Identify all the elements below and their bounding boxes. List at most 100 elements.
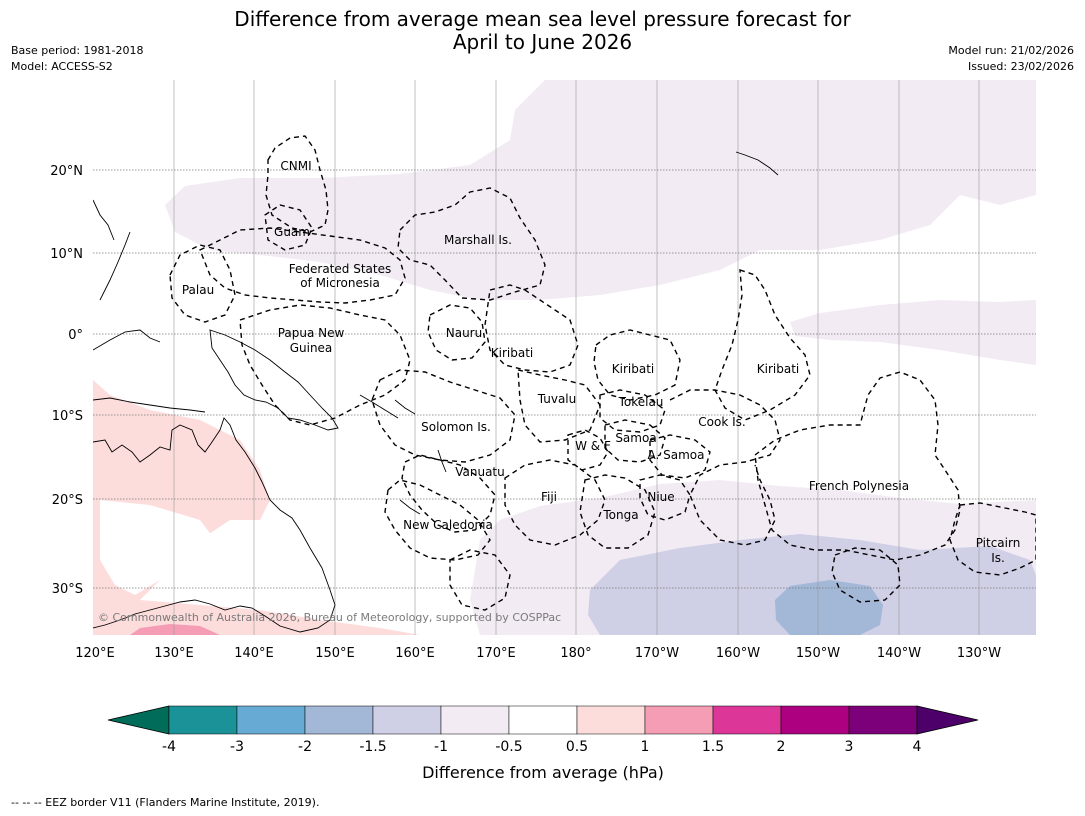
eez-american-samoa — [649, 434, 711, 479]
colorbar-tick: -1 — [434, 739, 448, 755]
lon-label-150w: 150°W — [796, 646, 840, 661]
eez-norfolk — [449, 549, 511, 611]
label-kiribati-central: Kiribati — [612, 362, 654, 376]
label-american-samoa: A. Samoa — [648, 448, 705, 462]
region-labels: CNMI Guam Marshall Is. Federated States … — [182, 159, 1020, 565]
white-hole-australia — [100, 500, 215, 595]
label-kiribati-west: Kiribati — [491, 346, 533, 360]
australia-coast — [93, 417, 336, 633]
eez-french-polynesia-south — [831, 547, 901, 603]
new-caledonia-coast — [399, 499, 421, 515]
copyright-notice: © Commonwealth of Australia 2026, Bureau… — [98, 611, 561, 624]
label-cook: Cook Is. — [698, 415, 745, 429]
label-micronesia-2: of Micronesia — [300, 276, 380, 290]
label-guam: Guam — [274, 225, 310, 239]
colorbar-segment — [712, 705, 782, 735]
eez-tonga — [579, 474, 656, 549]
colorbar-tick: -0.5 — [495, 739, 522, 755]
issued-date: Issued: 23/02/2026 — [967, 60, 1074, 73]
eez-micronesia — [199, 227, 406, 304]
title-line-1: Difference from average mean sea level p… — [234, 7, 851, 31]
coastlines — [93, 151, 779, 633]
label-new-caledonia: New Caledonia — [403, 518, 493, 532]
label-solomon: Solomon Is. — [421, 420, 491, 434]
vanuatu-coast — [437, 449, 447, 473]
colorbar-segment — [236, 705, 306, 735]
colorbar-segment — [508, 705, 578, 735]
colorbar-high-extend — [916, 705, 979, 735]
parallel-lines — [93, 169, 1036, 589]
solomon-islands-coast — [359, 394, 416, 419]
lon-label-180: 180° — [560, 646, 591, 661]
lon-label-140w: 140°W — [877, 646, 921, 661]
model-run: Model run: 21/02/2026 — [948, 44, 1074, 57]
colorbar-segment — [644, 705, 714, 735]
anomaly-blue-south — [775, 580, 883, 635]
colorbar-segment — [440, 705, 510, 735]
label-micronesia-1: Federated States — [289, 262, 391, 276]
label-fiji: Fiji — [541, 490, 557, 504]
colorbar-tick: 2 — [777, 739, 786, 755]
base-period: Base period: 1981-2018 — [11, 44, 144, 57]
colorbar-tick: -1.5 — [359, 739, 386, 755]
lon-label-130e: 130°E — [154, 646, 194, 661]
colorbar-label: Difference from average (hPa) — [422, 763, 664, 782]
lon-label-120e: 120°E — [75, 646, 115, 661]
colorbar-tick: 3 — [845, 739, 854, 755]
eez-legend-note: -- -- -- EEZ border V11 (Flanders Marine… — [11, 796, 320, 809]
label-tonga: Tonga — [602, 508, 638, 522]
anomaly-pink-australia — [93, 380, 420, 635]
label-cnmi: CNMI — [280, 159, 311, 173]
eez-marshall — [397, 187, 546, 301]
eez-tuvalu — [517, 369, 601, 443]
label-french-polynesia: French Polynesia — [809, 479, 909, 493]
label-samoa: Samoa — [615, 431, 656, 445]
title-line-2: April to June 2026 — [452, 30, 633, 54]
label-png-1: Papua New — [278, 326, 345, 340]
eez-cook-islands — [669, 389, 781, 546]
lon-label-170w: 170°W — [635, 646, 679, 661]
colorbar-tick: 0.5 — [566, 739, 588, 755]
new-guinea-coast — [209, 329, 339, 431]
label-nauru: Nauru — [446, 326, 482, 340]
eez-kiribati-west — [484, 284, 579, 373]
eez-png — [239, 304, 411, 426]
meta-right: Model run: 21/02/2026 Issued: 23/02/2026 — [948, 43, 1074, 75]
colorbar-tick: 1 — [641, 739, 650, 755]
anomaly-light-lavender-east — [790, 300, 1036, 365]
label-tokelau: Tokelau — [618, 395, 664, 409]
colorbar-low-extend — [107, 705, 170, 735]
colorbar-tick: -2 — [298, 739, 312, 755]
lat-label-0: 0° — [68, 328, 83, 343]
eez-nauru — [427, 304, 486, 361]
indonesia-coast — [93, 199, 206, 413]
eez-guam — [264, 204, 313, 251]
colorbar-tick: -3 — [230, 739, 244, 755]
label-pitcairn-2: Is. — [991, 551, 1005, 565]
eez-pitcairn — [949, 502, 1036, 576]
colorbar-segment — [372, 705, 442, 735]
label-pitcairn-1: Pitcairn — [976, 536, 1021, 550]
eez-kiribati-central — [593, 329, 681, 401]
label-kiribati-east: Kiribati — [757, 362, 799, 376]
model-name: Model: ACCESS-S2 — [11, 60, 113, 73]
eez-french-polynesia — [754, 371, 961, 561]
label-marshall: Marshall Is. — [444, 233, 512, 247]
colorbar-tick: 4 — [913, 739, 922, 755]
label-wallis-futuna: W & F — [575, 439, 611, 453]
map-panel: CNMI Guam Marshall Is. Federated States … — [93, 80, 1036, 635]
lon-label-150e: 150°E — [315, 646, 355, 661]
longitude-labels: 120°E 130°E 140°E 150°E 160°E 170°E 180°… — [75, 646, 1001, 661]
colorbar-segment — [576, 705, 646, 735]
colorbar-segment — [304, 705, 374, 735]
colorbar-tick-labels: -4 -3 -2 -1.5 -1 -0.5 0.5 1 1.5 2 3 4 — [162, 739, 922, 755]
latitude-labels: 20°N 10°N 0° 10°S 20°S 30°S — [50, 164, 83, 597]
colorbar-tick: 1.5 — [702, 739, 724, 755]
eez-borders — [169, 135, 1036, 611]
eez-new-caledonia — [384, 479, 491, 561]
hawaii-coast — [735, 151, 779, 176]
eez-vanuatu — [401, 454, 496, 533]
label-tuvalu: Tuvalu — [537, 392, 577, 406]
label-png-2: Guinea — [290, 341, 333, 355]
colorbar-segment — [168, 705, 238, 735]
